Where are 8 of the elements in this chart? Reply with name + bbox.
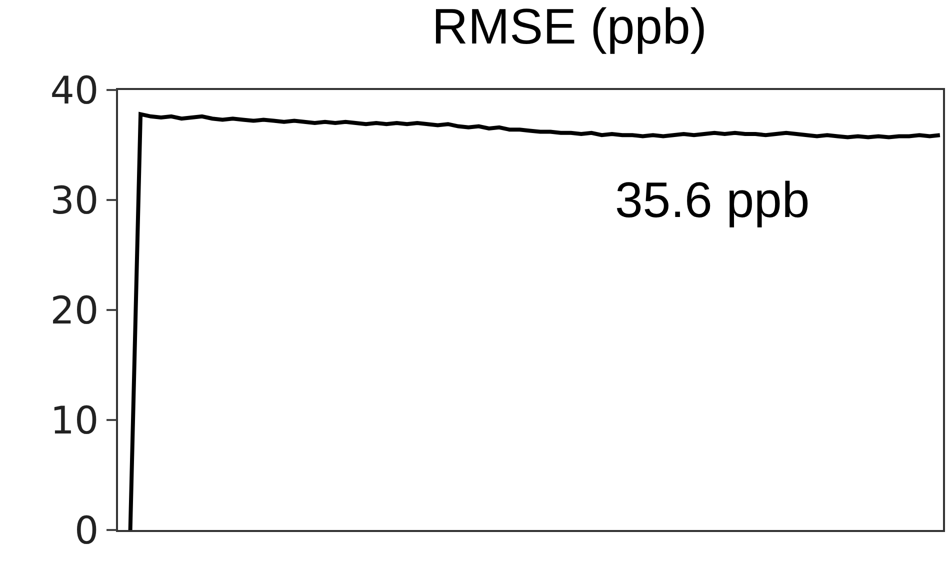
chart-title: RMSE (ppb): [432, 0, 707, 54]
y-tick-label: 0: [74, 508, 99, 552]
line-series: [128, 112, 942, 530]
y-tick-label: 10: [50, 398, 99, 442]
y-tick-label: 30: [50, 178, 99, 222]
y-tick-label: 40: [50, 68, 99, 112]
annotation: 35.6 ppb: [615, 172, 810, 228]
y-tick-label: 20: [50, 288, 99, 332]
